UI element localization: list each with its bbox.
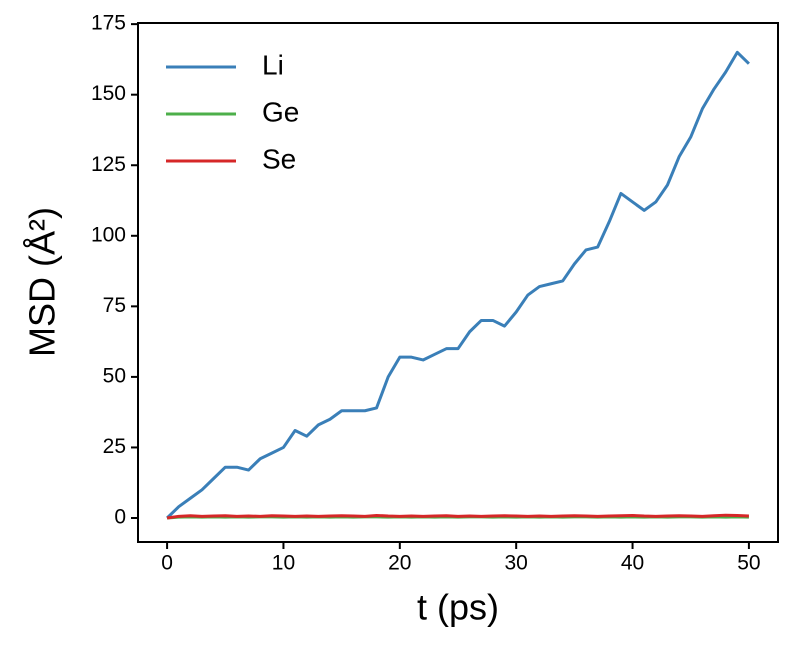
y-tick-label: 50 <box>103 364 126 387</box>
legend-label: Se <box>262 143 296 174</box>
x-tick-label: 50 <box>737 552 760 575</box>
y-tick-label: 175 <box>91 12 126 35</box>
y-axis-label: MSD (Å²) <box>22 207 63 357</box>
x-tick-label: 30 <box>505 552 528 575</box>
y-tick-label: 75 <box>103 294 126 317</box>
y-tick-label: 150 <box>91 82 126 105</box>
legend-label: Ge <box>262 96 299 127</box>
y-tick-label: 100 <box>91 223 126 246</box>
legend-label: Li <box>262 49 284 80</box>
x-tick-label: 20 <box>388 552 411 575</box>
y-tick-label: 25 <box>103 435 126 458</box>
y-tick-label: 125 <box>91 153 126 176</box>
x-tick-label: 0 <box>161 552 173 575</box>
series-line <box>166 50 750 520</box>
x-tick-label: 40 <box>621 552 644 575</box>
y-tick-label: 0 <box>114 506 126 529</box>
plot-frame <box>137 22 779 543</box>
x-axis-label: t (ps) <box>417 587 499 628</box>
x-tick-label: 10 <box>272 552 295 575</box>
series-line <box>166 513 749 520</box>
